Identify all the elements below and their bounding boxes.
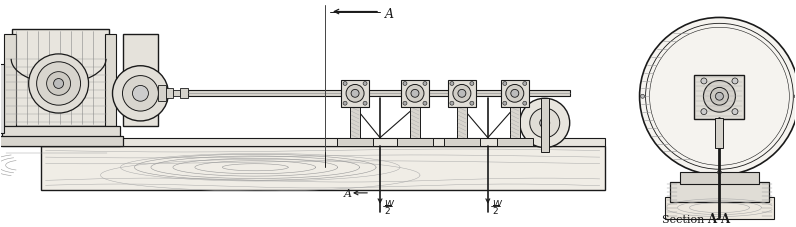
Text: Section: Section (661, 214, 708, 224)
Text: A: A (344, 188, 352, 198)
Circle shape (505, 85, 524, 103)
Circle shape (363, 102, 367, 106)
Circle shape (732, 109, 738, 115)
Bar (410, 108, 420, 146)
Bar (680, 173, 759, 184)
Bar (41, 138, 605, 146)
Text: $\overline{2}$: $\overline{2}$ (384, 202, 392, 216)
Bar (694, 75, 744, 119)
Bar (104, 35, 116, 126)
Circle shape (639, 18, 796, 175)
Circle shape (458, 90, 466, 98)
Circle shape (540, 118, 550, 128)
Circle shape (123, 76, 158, 112)
Circle shape (403, 102, 407, 106)
Bar (166, 89, 174, 99)
Bar (181, 89, 189, 99)
Bar (12, 30, 108, 126)
Bar (457, 108, 467, 146)
Circle shape (132, 86, 148, 102)
Circle shape (511, 90, 519, 98)
Text: $\overline{2}$: $\overline{2}$ (492, 202, 500, 216)
Bar (41, 146, 605, 190)
Circle shape (470, 82, 474, 86)
Circle shape (37, 62, 80, 106)
Bar (341, 80, 369, 108)
Circle shape (450, 102, 454, 106)
Bar (123, 35, 158, 126)
Circle shape (523, 102, 527, 106)
Text: A-A: A-A (708, 212, 731, 225)
Bar (189, 91, 570, 97)
Circle shape (717, 170, 721, 174)
Circle shape (351, 90, 359, 98)
Circle shape (530, 109, 560, 138)
Circle shape (453, 85, 471, 103)
Bar (0, 64, 4, 133)
Circle shape (343, 82, 347, 86)
Bar (509, 108, 520, 146)
Circle shape (450, 82, 454, 86)
Circle shape (363, 82, 367, 86)
Bar (4, 35, 16, 126)
Bar (540, 99, 548, 153)
Bar (397, 138, 433, 146)
Circle shape (53, 79, 64, 89)
Bar (401, 80, 429, 108)
Bar (716, 118, 724, 148)
Circle shape (520, 99, 570, 148)
Circle shape (406, 85, 424, 103)
Bar (350, 108, 360, 146)
Bar (448, 80, 476, 108)
Circle shape (503, 82, 507, 86)
Bar (497, 138, 533, 146)
Bar (0, 136, 123, 146)
Circle shape (423, 102, 427, 106)
Circle shape (29, 55, 88, 114)
Circle shape (523, 82, 527, 86)
Circle shape (732, 79, 738, 84)
Text: $W$: $W$ (492, 197, 503, 208)
Circle shape (112, 67, 169, 121)
Text: A: A (385, 8, 394, 21)
Circle shape (470, 102, 474, 106)
Circle shape (701, 79, 707, 84)
Circle shape (411, 90, 419, 98)
Bar (665, 197, 775, 219)
Bar (501, 80, 529, 108)
Circle shape (423, 82, 427, 86)
Circle shape (716, 93, 724, 101)
Circle shape (701, 109, 707, 115)
Bar (669, 182, 770, 202)
Bar (2, 126, 120, 146)
Circle shape (346, 85, 364, 103)
Circle shape (704, 81, 736, 113)
Circle shape (641, 95, 645, 99)
Circle shape (47, 72, 71, 96)
Text: $W$: $W$ (384, 197, 395, 208)
Bar (116, 91, 142, 97)
Circle shape (503, 102, 507, 106)
Bar (174, 91, 181, 97)
Bar (338, 138, 373, 146)
Bar (444, 138, 480, 146)
Circle shape (403, 82, 407, 86)
Circle shape (343, 102, 347, 106)
Circle shape (794, 95, 796, 99)
Circle shape (711, 88, 728, 106)
Bar (158, 86, 166, 102)
